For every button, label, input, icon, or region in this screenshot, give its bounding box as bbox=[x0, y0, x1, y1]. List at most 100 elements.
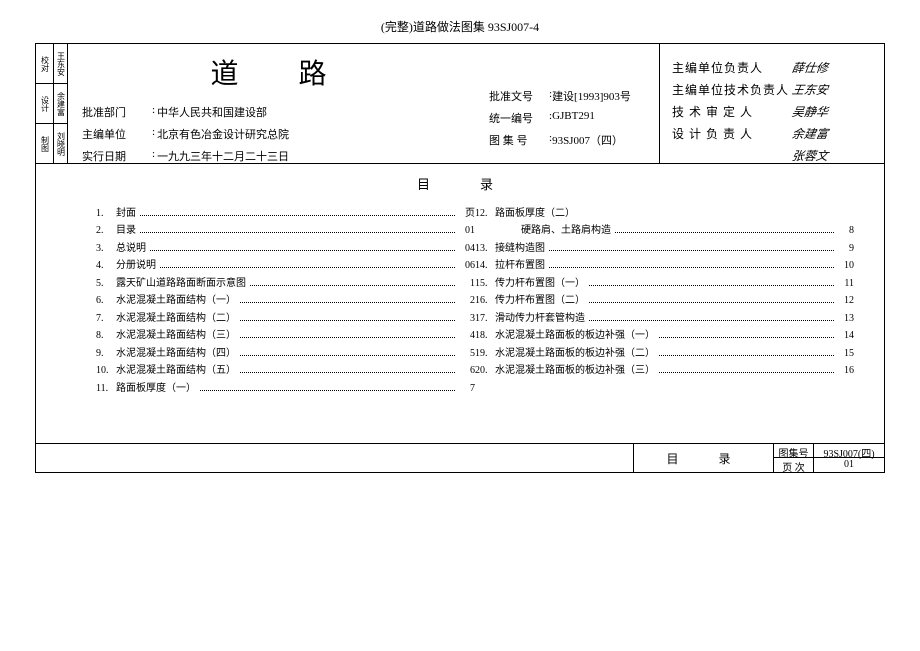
toc-text: 露天矿山道路路面断面示意图 bbox=[116, 274, 246, 289]
side-tabs-roles: 校对 设计 制图 bbox=[36, 44, 54, 163]
info-left: 道路 批准部门: 中华人民共和国建设部 主编单位: 北京有色冶金设计研究总院 实… bbox=[68, 44, 489, 163]
toc-dots bbox=[240, 355, 455, 356]
info-label: 实行日期 bbox=[82, 148, 152, 164]
toc-item: 4.分册说明06 bbox=[96, 256, 475, 271]
toc-text: 水泥混凝土路面结构（三） bbox=[116, 326, 236, 341]
signature: 薛仕修 bbox=[791, 59, 873, 76]
toc-item: 12.路面板厚度（二） bbox=[475, 204, 854, 219]
signature: 余建富 bbox=[791, 125, 873, 142]
side-tab-cell: 校对 bbox=[36, 44, 53, 84]
toc-text: 水泥混凝土路面结构（二） bbox=[116, 309, 236, 324]
toc-dots bbox=[549, 267, 834, 268]
toc-item: 1.封面页 bbox=[96, 204, 475, 219]
stamp-label: 目录 bbox=[634, 444, 774, 472]
toc-num: 7. bbox=[96, 313, 116, 324]
toc-num: 5. bbox=[96, 278, 116, 289]
toc-item: 16.传力杆布置图（二）12 bbox=[475, 291, 854, 306]
stamp-row: 图集号 93SJ007(四) bbox=[774, 444, 884, 458]
toc-page: 4 bbox=[459, 330, 475, 341]
stamp-key: 页 次 bbox=[774, 458, 814, 472]
page-header: (完整)道路做法图集 93SJ007-4 bbox=[0, 0, 920, 43]
toc-page: 11 bbox=[838, 278, 854, 289]
toc-text: 总说明 bbox=[116, 239, 146, 254]
toc-dots bbox=[140, 232, 455, 233]
toc-page: 10 bbox=[838, 260, 854, 271]
toc-dots bbox=[549, 250, 834, 251]
signatory-row: 主编单位技术负责人 王东安 bbox=[672, 81, 872, 98]
toc-item: 2.目录01 bbox=[96, 221, 475, 236]
toc-dots bbox=[240, 372, 455, 373]
toc-dots bbox=[589, 302, 834, 303]
role-label: 设 计 负 责 人 bbox=[672, 125, 792, 142]
toc-num: 13. bbox=[475, 243, 495, 254]
info-value: 一九九三年十二月二十三日 bbox=[157, 148, 289, 164]
toc-text: 传力杆布置图（二） bbox=[495, 291, 585, 306]
side-tab-cell: 余建富 bbox=[54, 84, 67, 124]
side-tab-cell: 设计 bbox=[36, 84, 53, 124]
toc-item: 17.滑动传力杆套管构造13 bbox=[475, 309, 854, 324]
toc-page: 8 bbox=[838, 225, 854, 236]
toc-item: 6.水泥混凝土路面结构（一）2 bbox=[96, 291, 475, 306]
toc-item: 20.水泥混凝土路面板的板边补强（三）16 bbox=[475, 361, 854, 376]
toc-item: 8.水泥混凝土路面结构（三） 4 bbox=[96, 326, 475, 341]
toc-text: 水泥混凝土路面结构（五） bbox=[116, 361, 236, 376]
toc-text: 路面板厚度（二） bbox=[495, 204, 575, 219]
toc-text: 滑动传力杆套管构造 bbox=[495, 309, 585, 324]
toc-num: 16. bbox=[475, 295, 495, 306]
toc-num: 20. bbox=[475, 365, 495, 376]
info-row: 统一编号: GJBT291 bbox=[489, 110, 659, 126]
toc-col-left: 1.封面页2.目录013.总说明044.分册说明065.露天矿山道路路面断面示意… bbox=[96, 201, 475, 443]
toc-item: 硬路肩、土路肩构造 8 bbox=[475, 221, 854, 236]
toc-num: 14. bbox=[475, 260, 495, 271]
role-label: 主编单位负责人 bbox=[672, 59, 792, 76]
role-label: 技 术 审 定 人 bbox=[672, 103, 792, 120]
toc-page: 1 bbox=[459, 278, 475, 289]
toc-dots bbox=[659, 337, 834, 338]
signatory-row: 技 术 审 定 人 吴静华 bbox=[672, 103, 872, 120]
toc-text: 水泥混凝土路面板的板边补强（二） bbox=[495, 344, 655, 359]
toc-page: 06 bbox=[459, 260, 475, 271]
toc-num: 11. bbox=[96, 383, 116, 394]
info-value: 中华人民共和国建设部 bbox=[157, 104, 267, 120]
info-row: 主编单位: 北京有色冶金设计研究总院 bbox=[82, 126, 475, 142]
signatory-row: 张蓉文 bbox=[672, 147, 872, 164]
info-label: 主编单位 bbox=[82, 126, 152, 142]
signature: 王东安 bbox=[791, 81, 873, 98]
toc-num: 17. bbox=[475, 313, 495, 324]
info-mid: 批准文号: 建设[1993]903号 统一编号: GJBT291 图 集 号: … bbox=[489, 44, 659, 163]
info-row: 实行日期: 一九九三年十二月二十三日 bbox=[82, 148, 475, 164]
toc-text: 硬路肩、土路肩构造 bbox=[521, 221, 611, 236]
toc-text: 拉杆布置图 bbox=[495, 256, 545, 271]
toc-num: 2. bbox=[96, 225, 116, 236]
toc-page: 3 bbox=[459, 313, 475, 324]
info-label: 图 集 号 bbox=[489, 132, 549, 148]
toc-text: 接缝构造图 bbox=[495, 239, 545, 254]
toc-page: 5 bbox=[459, 348, 475, 359]
toc-num: 15. bbox=[475, 278, 495, 289]
toc-page: 9 bbox=[838, 243, 854, 254]
info-row: 图 集 号: 93SJ007（四） bbox=[489, 132, 659, 148]
toc-text: 目录 bbox=[116, 221, 136, 236]
toc-num: 19. bbox=[475, 348, 495, 359]
info-row: 批准文号: 建设[1993]903号 bbox=[489, 88, 659, 104]
toc-page: 04 bbox=[459, 243, 475, 254]
side-tab-cell: 制图 bbox=[36, 124, 53, 163]
toc-num: 10. bbox=[96, 365, 116, 376]
toc-num: 6. bbox=[96, 295, 116, 306]
toc-item: 15.传力杆布置图（一）11 bbox=[475, 274, 854, 289]
stamp-row: 页 次 01 bbox=[774, 458, 884, 472]
toc-text: 水泥混凝土路面板的板边补强（三） bbox=[495, 361, 655, 376]
toc-page: 6 bbox=[459, 365, 475, 376]
toc-dots bbox=[589, 285, 834, 286]
info-value: 93SJ007（四） bbox=[552, 132, 623, 148]
toc-page: 15 bbox=[838, 348, 854, 359]
toc-text: 路面板厚度（一） bbox=[116, 379, 196, 394]
toc-num: 12. bbox=[475, 208, 495, 219]
toc-item: 19.水泥混凝土路面板的板边补强（二） 15 bbox=[475, 344, 854, 359]
toc-dots bbox=[659, 372, 834, 373]
toc-text: 水泥混凝土路面板的板边补强（一） bbox=[495, 326, 655, 341]
toc-item: 14.拉杆布置图 10 bbox=[475, 256, 854, 271]
toc-item: 5.露天矿山道路路面断面示意图 1 bbox=[96, 274, 475, 289]
toc-item: 18.水泥混凝土路面板的板边补强（一）14 bbox=[475, 326, 854, 341]
toc-num: 8. bbox=[96, 330, 116, 341]
